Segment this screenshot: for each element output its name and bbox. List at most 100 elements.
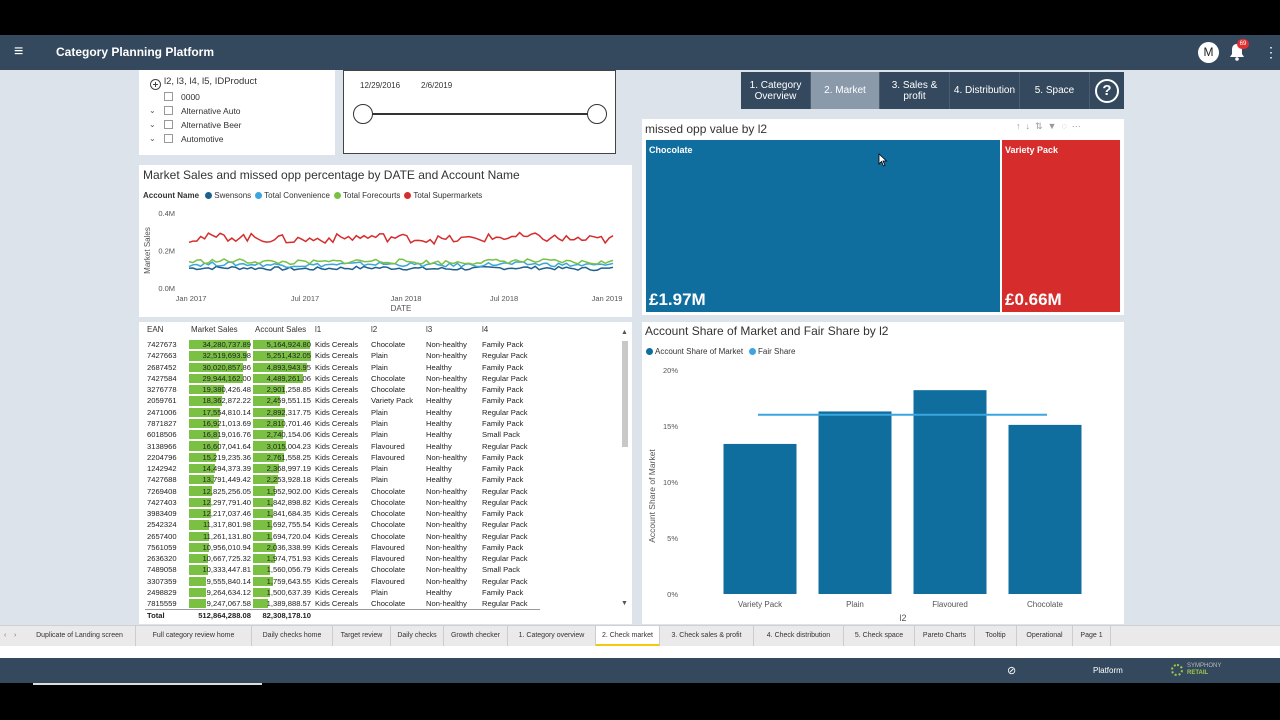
more-options-icon[interactable]: ⋮ [1264, 44, 1278, 60]
legend-item[interactable]: Total Supermarkets [413, 191, 483, 200]
tab-page[interactable]: Tooltip [975, 626, 1017, 646]
table-cell: Healthy [426, 587, 452, 597]
nav-sales-profit[interactable]: 3. Sales & profit [880, 72, 950, 109]
tab-page[interactable]: Page 1 [1073, 626, 1111, 646]
table-scrollbar[interactable]: ▲ ▼ [621, 329, 629, 619]
tab-page[interactable]: Full category review home [136, 626, 252, 646]
visual-header-icons[interactable]: ↑↓⇅▼◌⋯ [1016, 121, 1086, 131]
scroll-down-icon[interactable]: ▼ [621, 600, 628, 607]
series-line[interactable] [188, 231, 614, 246]
table-row[interactable]: 2636320 10,667,725.32 1,974,751.93 Kids Cer… [145, 553, 540, 564]
tab-page[interactable]: 1. Category overview [508, 626, 596, 646]
tab-page[interactable]: Target review [333, 626, 391, 646]
column-header-l4[interactable]: l4 [482, 325, 489, 334]
nav-space[interactable]: 5. Space [1020, 72, 1090, 109]
end-date-field[interactable]: 2/6/2019 [421, 81, 453, 90]
tab-scroll-right-icon[interactable]: › [14, 632, 17, 639]
tab-page[interactable]: Pareto Charts [915, 626, 975, 646]
table-row[interactable]: 3307359 9,555,840.14 1,759,643.55 Kids Cere… [145, 576, 540, 587]
table-row[interactable]: 6018506 16,819,016.76 2,740,154.06 Kids Cer… [145, 429, 540, 440]
checkbox[interactable] [164, 106, 173, 115]
table-row[interactable]: 7427403 12,297,791.40 1,842,898.82 Kids Cer… [145, 497, 540, 508]
legend-item[interactable]: Fair Share [758, 347, 796, 356]
checkbox[interactable] [164, 134, 173, 143]
checkbox[interactable] [164, 92, 173, 101]
table-row[interactable]: 2498829 9,264,634.12 1,500,637.39 Kids Cere… [145, 587, 540, 598]
menu-icon[interactable]: ≡ [14, 43, 24, 60]
tab-page[interactable]: Operational [1017, 626, 1073, 646]
table-row[interactable]: 7815559 9,247,067.58 1,389,888.57 Kids Cere… [145, 598, 540, 609]
bar[interactable] [723, 443, 797, 594]
column-header-market-sales[interactable]: Market Sales [191, 325, 238, 334]
table-row[interactable]: 7269408 12,825,256.05 1,952,902.00 Kids Cer… [145, 485, 540, 496]
platform-label[interactable]: Platform [1093, 666, 1123, 675]
table-row[interactable]: 2687452 30,020,857.86 4,893,943.95 Kids Cer… [145, 362, 540, 373]
user-avatar[interactable]: M [1198, 42, 1219, 63]
table-row[interactable]: 7561059 10,956,010.94 2,036,338.99 Kids Cer… [145, 542, 540, 553]
help-button[interactable]: ? [1090, 72, 1124, 109]
nav-category-overview[interactable]: 1. Category Overview [741, 72, 811, 109]
tab-page[interactable]: Daily checks home [252, 626, 333, 646]
chevron-down-icon[interactable]: ⌄ [149, 106, 156, 115]
table-row[interactable]: 3276778 19,380,426.48 2,901,258.85 Kids Cer… [145, 384, 540, 395]
table-row[interactable]: 7427663 32,519,693.98 5,251,432.05 Kids Cer… [145, 350, 540, 361]
video-progress-bar[interactable] [33, 683, 262, 685]
column-header-account-sales[interactable]: Account Sales [255, 325, 307, 334]
checkbox[interactable] [164, 120, 173, 129]
legend-item[interactable]: Swensons [214, 191, 252, 200]
scroll-up-icon[interactable]: ▲ [621, 329, 628, 336]
table-row[interactable]: 2657400 11,261,131.80 1,694,720.04 Kids Cer… [145, 531, 540, 542]
tab-scroll-left-icon[interactable]: ‹ [4, 632, 7, 639]
column-header-ean[interactable]: EAN [147, 325, 164, 334]
column-header-l2[interactable]: l2 [371, 325, 378, 334]
column-header-l3[interactable]: l3 [426, 325, 433, 334]
table-row[interactable]: 2542324 11,317,801.98 1,692,755.54 Kids Cer… [145, 519, 540, 530]
tab-page[interactable]: Growth checker [444, 626, 508, 646]
table-row[interactable]: 7427584 29,944,162.00 4,489,261.06 Kids Cer… [145, 373, 540, 384]
table-row[interactable]: 7427673 34,280,737.89 5,164,924.80 Kids Cer… [145, 339, 540, 350]
chevron-down-icon[interactable]: ⌄ [149, 134, 156, 143]
table-row[interactable]: 7489058 10,333,447.81 1,560,056.79 Kids Cer… [145, 564, 540, 575]
chevron-down-icon[interactable]: ⌄ [149, 120, 156, 129]
table-row[interactable]: 2471006 17,554,810.14 2,892,317.75 Kids Cer… [145, 407, 540, 418]
slicer-item[interactable]: Alternative Auto [164, 106, 241, 116]
bar[interactable] [913, 390, 987, 594]
table-cell: Kids Cereals [315, 542, 359, 552]
table-row[interactable]: 1242942 14,494,373.39 2,368,997.19 Kids Cer… [145, 463, 540, 474]
table-row[interactable]: 2204796 15,219,235.36 2,761,558.25 Kids Cer… [145, 452, 540, 463]
tab-page[interactable]: Duplicate of Landing screen [24, 626, 136, 646]
nav-distribution[interactable]: 4. Distribution [950, 72, 1020, 109]
bar[interactable] [1008, 424, 1082, 594]
treemap-cell-chocolate[interactable]: Chocolate £1.97M [646, 140, 1000, 312]
slicer-item[interactable]: 0000 [164, 92, 200, 102]
series-line[interactable] [188, 258, 614, 266]
tab-page[interactable]: 5. Check space [844, 626, 915, 646]
table-row[interactable]: 2059761 18,362,872.22 2,459,551.15 Kids Cer… [145, 395, 540, 406]
table-row[interactable]: 3983409 12,217,037.46 1,841,684.35 Kids Cer… [145, 508, 540, 519]
legend-item[interactable]: Total Convenience [264, 191, 330, 200]
slicer-item[interactable]: Alternative Beer [164, 120, 241, 130]
bar[interactable] [818, 411, 892, 594]
table-row[interactable]: 3138966 16,607,041.64 3,015,004.23 Kids Cer… [145, 440, 540, 451]
table-row[interactable]: 7427688 13,791,449.42 2,253,928.18 Kids Cer… [145, 474, 540, 485]
scrollbar-thumb[interactable] [622, 341, 628, 447]
tab-page[interactable]: Daily checks [391, 626, 444, 646]
tab-page[interactable]: 4. Check distribution [754, 626, 844, 646]
legend-item[interactable]: Total Forecourts [343, 191, 401, 200]
tab-page[interactable]: 2. Check market [596, 626, 660, 646]
table-row[interactable]: 7871827 16,921,013.69 2,810,701.46 Kids Cer… [145, 418, 540, 429]
legend-item[interactable]: Account Share of Market [655, 347, 744, 356]
slicer-item[interactable]: Automotive [164, 134, 224, 144]
nav-market[interactable]: 2. Market [811, 72, 880, 109]
date-slider-end-handle[interactable] [587, 104, 607, 124]
notification-badge: 69 [1237, 39, 1249, 49]
tab-page[interactable]: 3. Check sales & profit [660, 626, 754, 646]
expand-all-icon[interactable] [150, 79, 161, 90]
date-slider-start-handle[interactable] [353, 104, 373, 124]
date-slider-track[interactable] [363, 113, 597, 115]
blocked-icon[interactable]: ⊘ [1007, 665, 1017, 677]
treemap-cell-variety-pack[interactable]: Variety Pack £0.66M [1002, 140, 1120, 312]
column-header-l1[interactable]: l1 [315, 325, 322, 334]
series-line[interactable] [188, 265, 614, 272]
start-date-field[interactable]: 12/29/2016 [360, 81, 401, 90]
